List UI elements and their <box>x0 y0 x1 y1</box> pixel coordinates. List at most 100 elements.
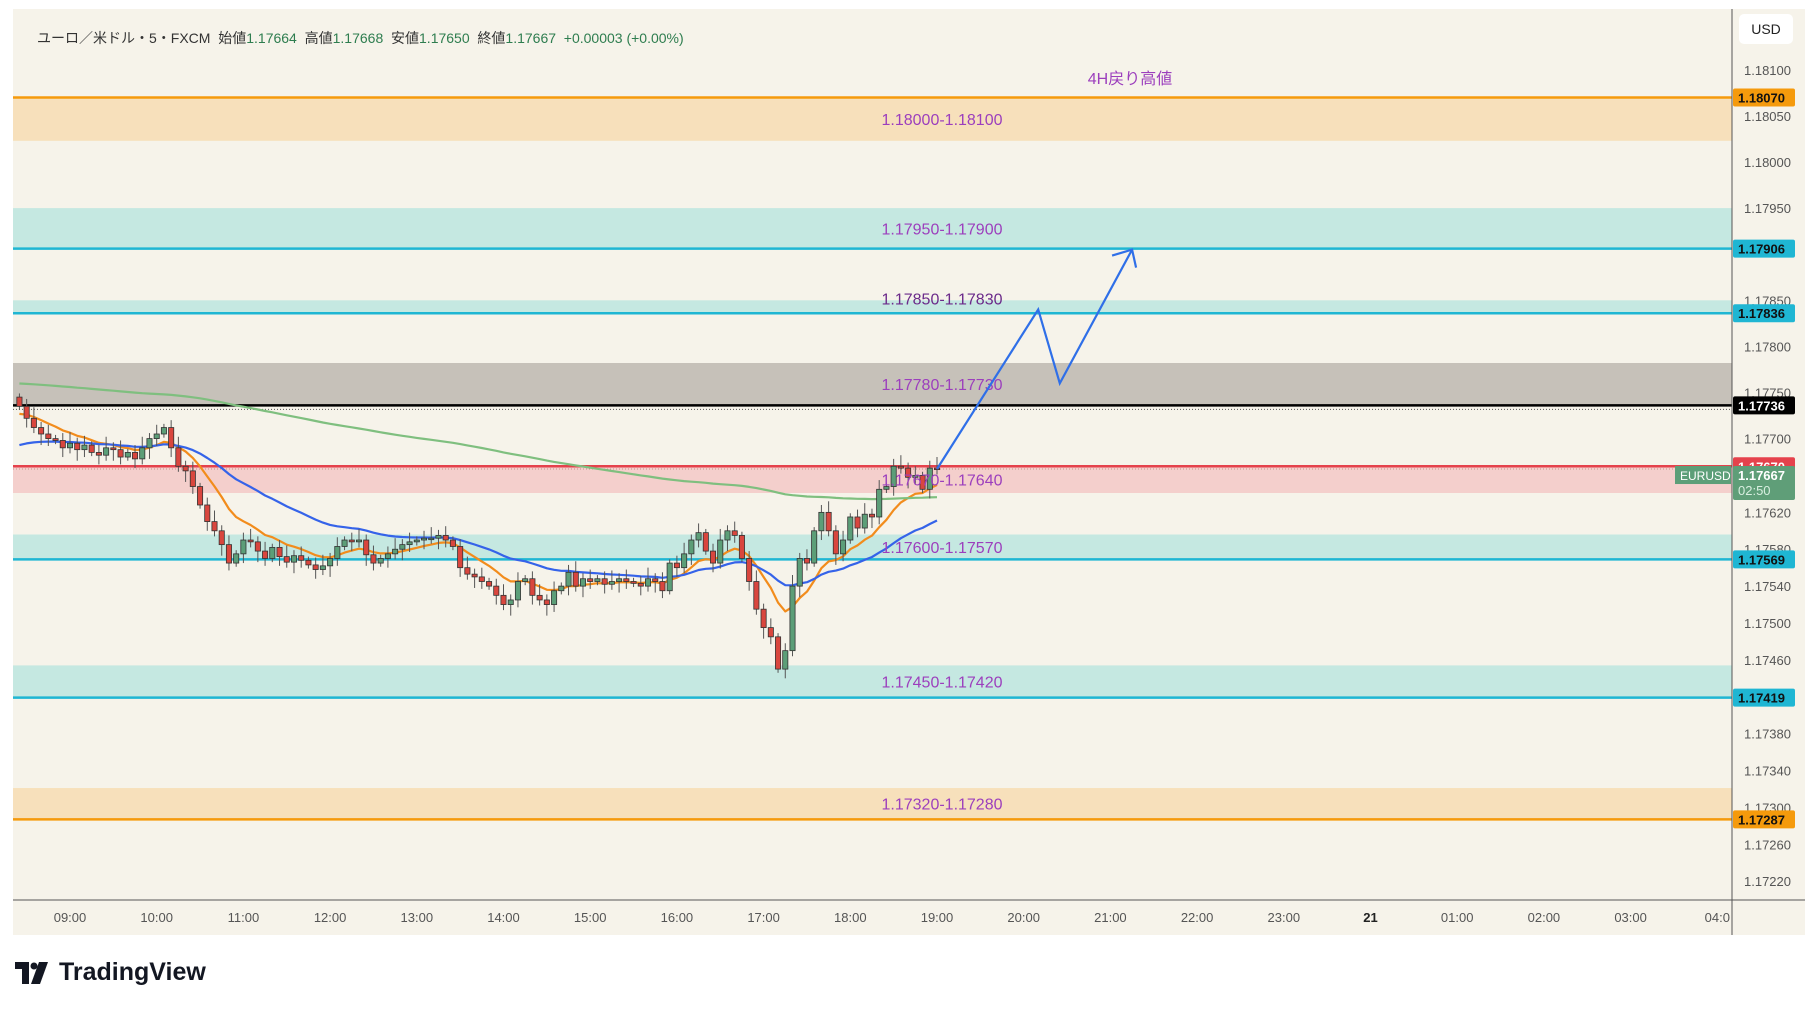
candle[interactable] <box>146 438 153 449</box>
candle[interactable] <box>681 553 688 569</box>
candle[interactable] <box>854 516 861 529</box>
candle[interactable] <box>760 608 767 629</box>
candle[interactable] <box>811 530 818 564</box>
candle[interactable] <box>139 447 146 460</box>
candle[interactable] <box>905 467 912 478</box>
candle[interactable] <box>890 465 897 487</box>
candle[interactable] <box>897 465 904 469</box>
candle[interactable] <box>522 578 529 582</box>
candle[interactable] <box>702 532 709 552</box>
candle[interactable] <box>363 539 370 556</box>
candle[interactable] <box>16 396 23 407</box>
candle[interactable] <box>38 427 45 435</box>
candle[interactable] <box>645 578 652 587</box>
candle[interactable] <box>818 511 825 532</box>
candle[interactable] <box>500 594 507 605</box>
candle[interactable] <box>608 581 615 585</box>
candle[interactable] <box>464 567 471 575</box>
candle[interactable] <box>601 578 608 585</box>
candle[interactable] <box>233 553 240 564</box>
candle[interactable] <box>738 535 745 559</box>
candle[interactable] <box>623 578 630 582</box>
candle[interactable] <box>254 541 261 552</box>
price-chart[interactable]: 1.18000-1.18100 1.17950-1.17900 1.17850-1.… <box>13 9 1805 935</box>
candle[interactable] <box>514 581 521 601</box>
candle[interactable] <box>59 440 66 449</box>
candle[interactable] <box>327 558 334 567</box>
candle[interactable] <box>529 578 536 596</box>
candle[interactable] <box>110 447 117 451</box>
candle[interactable] <box>926 467 933 490</box>
candle[interactable] <box>197 486 204 506</box>
candle[interactable] <box>616 578 623 582</box>
candle[interactable] <box>767 627 774 638</box>
candle[interactable] <box>81 444 88 451</box>
candle[interactable] <box>868 513 875 518</box>
candle[interactable] <box>334 546 341 559</box>
candle[interactable] <box>103 447 110 456</box>
candle[interactable] <box>594 578 601 582</box>
candle[interactable] <box>789 585 796 652</box>
candle[interactable] <box>384 553 391 559</box>
tradingview-logo[interactable]: TradingView <box>15 958 206 987</box>
candle[interactable] <box>673 562 680 569</box>
candle[interactable] <box>262 550 269 559</box>
candle[interactable] <box>832 530 839 555</box>
candle[interactable] <box>45 433 52 439</box>
candle[interactable] <box>225 544 232 564</box>
candle[interactable] <box>587 578 594 582</box>
candle[interactable] <box>399 544 406 550</box>
candle[interactable] <box>579 578 586 587</box>
candle[interactable] <box>449 539 456 547</box>
candle[interactable] <box>153 433 160 439</box>
candle[interactable] <box>919 475 926 490</box>
candle[interactable] <box>421 537 428 541</box>
candle[interactable] <box>543 599 550 605</box>
projection-arrow[interactable] <box>936 249 1134 470</box>
candle[interactable] <box>30 417 37 428</box>
candle[interactable] <box>341 539 348 547</box>
candle[interactable] <box>355 539 362 543</box>
candle[interactable] <box>211 521 218 532</box>
candle[interactable] <box>717 539 724 564</box>
candle[interactable] <box>507 599 514 605</box>
candle[interactable] <box>493 585 500 596</box>
candle[interactable] <box>240 539 247 555</box>
candle[interactable] <box>377 558 384 564</box>
candle[interactable] <box>558 585 565 592</box>
candle[interactable] <box>175 447 182 467</box>
candle[interactable] <box>536 594 543 601</box>
candle[interactable] <box>189 470 196 487</box>
candle[interactable] <box>182 465 189 472</box>
candle[interactable] <box>95 452 102 456</box>
candle[interactable] <box>637 582 644 587</box>
candle[interactable] <box>290 555 297 563</box>
currency-button[interactable]: USD <box>1739 14 1793 44</box>
candle[interactable] <box>269 546 276 559</box>
candle[interactable] <box>413 539 420 543</box>
candle[interactable] <box>276 546 283 558</box>
candle[interactable] <box>731 530 738 536</box>
candle[interactable] <box>442 535 449 541</box>
candle[interactable] <box>305 559 312 566</box>
candle[interactable] <box>88 444 95 453</box>
candle[interactable] <box>912 475 919 478</box>
candle[interactable] <box>803 558 810 564</box>
candle[interactable] <box>782 650 789 670</box>
candle[interactable] <box>298 555 305 561</box>
candle[interactable] <box>825 511 832 532</box>
candle[interactable] <box>572 571 579 587</box>
candle[interactable] <box>796 558 803 587</box>
candle[interactable] <box>551 590 558 605</box>
candle[interactable] <box>753 581 760 610</box>
candle[interactable] <box>392 548 399 555</box>
candle[interactable] <box>406 541 413 546</box>
candle[interactable] <box>168 427 175 449</box>
candle[interactable] <box>218 530 225 546</box>
candle[interactable] <box>471 573 478 578</box>
candle[interactable] <box>435 535 442 539</box>
candle[interactable] <box>312 564 319 570</box>
candle[interactable] <box>695 532 702 541</box>
candle[interactable] <box>204 504 211 522</box>
candle[interactable] <box>117 449 124 458</box>
